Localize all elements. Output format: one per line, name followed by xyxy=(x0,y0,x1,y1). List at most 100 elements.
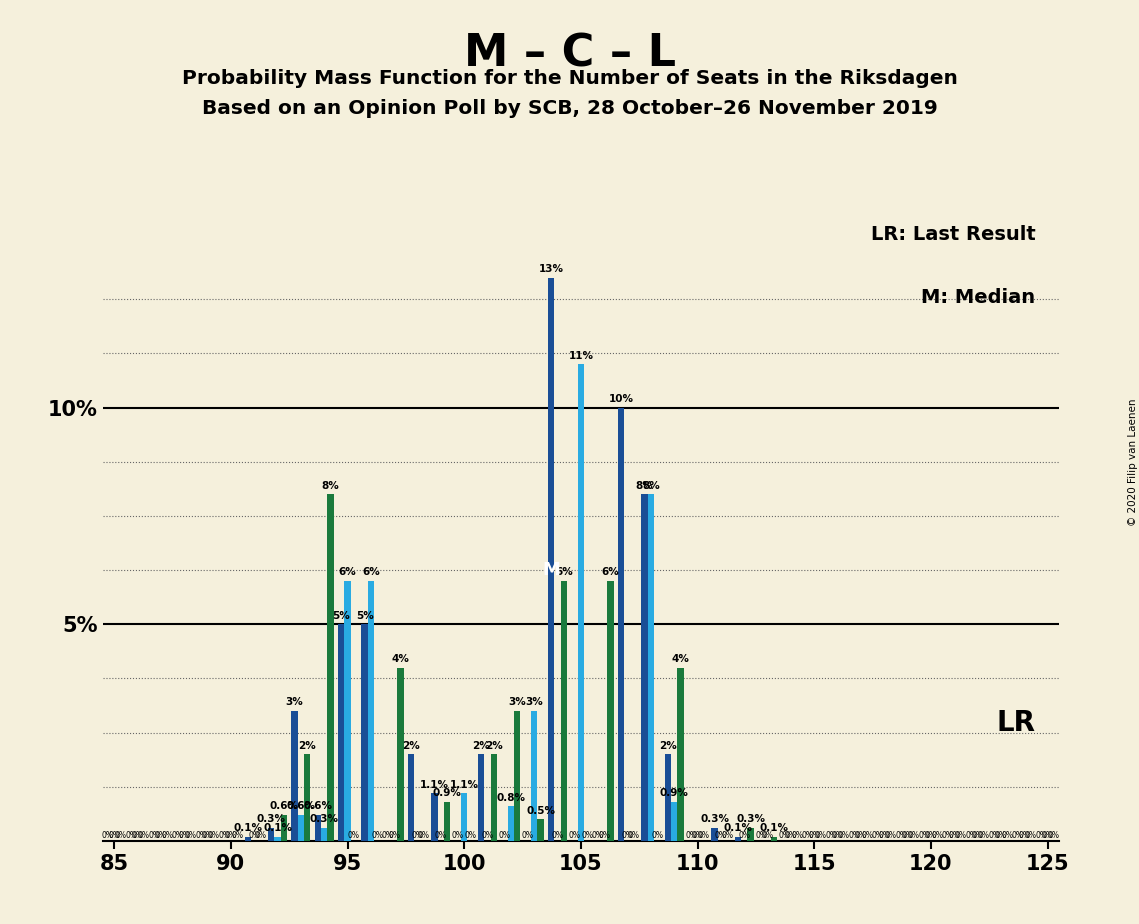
Text: 0.8%: 0.8% xyxy=(497,793,525,803)
Text: M: M xyxy=(542,562,560,579)
Text: 0%: 0% xyxy=(138,831,150,840)
Text: 0%: 0% xyxy=(919,831,931,840)
Text: 0.1%: 0.1% xyxy=(760,823,788,833)
Text: 0%: 0% xyxy=(954,831,967,840)
Text: 0.3%: 0.3% xyxy=(736,814,765,824)
Text: 0%: 0% xyxy=(347,831,360,840)
Text: 0%: 0% xyxy=(155,831,166,840)
Text: 0%: 0% xyxy=(785,831,797,840)
Text: 0%: 0% xyxy=(231,831,243,840)
Text: 11%: 11% xyxy=(568,351,593,360)
Text: 0%: 0% xyxy=(101,831,114,840)
Bar xyxy=(304,754,310,841)
Text: 0%: 0% xyxy=(792,831,803,840)
Text: Based on an Opinion Poll by SCB, 28 October–26 November 2019: Based on an Opinion Poll by SCB, 28 Octo… xyxy=(202,99,937,118)
Text: 0%: 0% xyxy=(1025,831,1036,840)
Text: 0.3%: 0.3% xyxy=(256,814,286,824)
Text: 0%: 0% xyxy=(849,831,861,840)
Text: 3%: 3% xyxy=(508,698,526,708)
Text: 0%: 0% xyxy=(885,831,896,840)
Text: 0%: 0% xyxy=(1035,831,1047,840)
Text: 0%: 0% xyxy=(686,831,697,840)
Text: 4%: 4% xyxy=(672,654,689,664)
Text: 0%: 0% xyxy=(972,831,984,840)
Text: 0%: 0% xyxy=(902,831,913,840)
Text: 2%: 2% xyxy=(402,741,420,750)
Text: 0%: 0% xyxy=(715,831,727,840)
Text: 0%: 0% xyxy=(1048,831,1060,840)
Text: 0%: 0% xyxy=(465,831,476,840)
Bar xyxy=(560,581,567,841)
Bar xyxy=(408,754,415,841)
Bar xyxy=(461,793,467,841)
Text: 0%: 0% xyxy=(581,831,593,840)
Text: 2%: 2% xyxy=(473,741,490,750)
Text: 0%: 0% xyxy=(861,831,874,840)
Text: 0%: 0% xyxy=(108,831,121,840)
Bar xyxy=(618,407,624,841)
Text: 0.6%: 0.6% xyxy=(303,801,333,811)
Text: 0.3%: 0.3% xyxy=(310,814,338,824)
Bar xyxy=(491,754,497,841)
Text: 0%: 0% xyxy=(995,831,1007,840)
Text: M – C – L: M – C – L xyxy=(464,32,675,76)
Text: 5%: 5% xyxy=(355,611,374,621)
Text: Probability Mass Function for the Number of Seats in the Riksdagen: Probability Mass Function for the Number… xyxy=(181,69,958,89)
Text: M: Median: M: Median xyxy=(921,288,1035,307)
Text: 0%: 0% xyxy=(942,831,954,840)
Text: 0%: 0% xyxy=(932,831,943,840)
Text: 0%: 0% xyxy=(125,831,137,840)
Bar xyxy=(514,711,521,841)
Text: 1.1%: 1.1% xyxy=(420,780,449,790)
Text: 0%: 0% xyxy=(622,831,633,840)
Text: 8%: 8% xyxy=(321,480,339,491)
Bar xyxy=(444,802,450,841)
Text: 0%: 0% xyxy=(435,831,446,840)
Text: 0%: 0% xyxy=(1018,831,1031,840)
Text: 0%: 0% xyxy=(411,831,424,840)
Text: 0%: 0% xyxy=(965,831,977,840)
Text: 0%: 0% xyxy=(738,831,751,840)
Bar xyxy=(368,581,374,841)
Text: 0%: 0% xyxy=(185,831,197,840)
Text: 8%: 8% xyxy=(636,480,654,491)
Text: 10%: 10% xyxy=(608,394,633,404)
Text: 2%: 2% xyxy=(659,741,677,750)
Text: 0%: 0% xyxy=(224,831,237,840)
Bar xyxy=(735,836,741,841)
Text: 0%: 0% xyxy=(831,831,844,840)
Text: 6%: 6% xyxy=(555,567,573,578)
Text: 0%: 0% xyxy=(219,831,230,840)
Bar xyxy=(531,711,538,841)
Text: 0%: 0% xyxy=(452,831,464,840)
Text: 0%: 0% xyxy=(115,831,126,840)
Text: 0%: 0% xyxy=(691,831,704,840)
Text: 0%: 0% xyxy=(925,831,937,840)
Bar xyxy=(648,494,654,841)
Bar xyxy=(327,494,334,841)
Bar xyxy=(577,364,584,841)
Text: 0%: 0% xyxy=(838,831,850,840)
Text: 0%: 0% xyxy=(382,831,394,840)
Text: 0%: 0% xyxy=(809,831,820,840)
Text: 0%: 0% xyxy=(698,831,710,840)
Text: 0.5%: 0.5% xyxy=(526,806,555,816)
Text: 0%: 0% xyxy=(978,831,990,840)
Text: 0%: 0% xyxy=(721,831,734,840)
Text: LR: LR xyxy=(997,709,1035,737)
Bar xyxy=(361,625,368,841)
Text: 13%: 13% xyxy=(539,264,564,274)
Text: 0.1%: 0.1% xyxy=(233,823,262,833)
Bar xyxy=(607,581,614,841)
Text: 5%: 5% xyxy=(333,611,350,621)
Text: 0%: 0% xyxy=(499,831,510,840)
Text: 0%: 0% xyxy=(482,831,493,840)
Text: 0%: 0% xyxy=(248,831,260,840)
Bar xyxy=(321,828,327,841)
Text: 0%: 0% xyxy=(371,831,383,840)
Text: 0%: 0% xyxy=(989,831,1001,840)
Text: 0%: 0% xyxy=(568,831,581,840)
Text: 0%: 0% xyxy=(802,831,814,840)
Text: 0.3%: 0.3% xyxy=(700,814,729,824)
Text: 0%: 0% xyxy=(522,831,534,840)
